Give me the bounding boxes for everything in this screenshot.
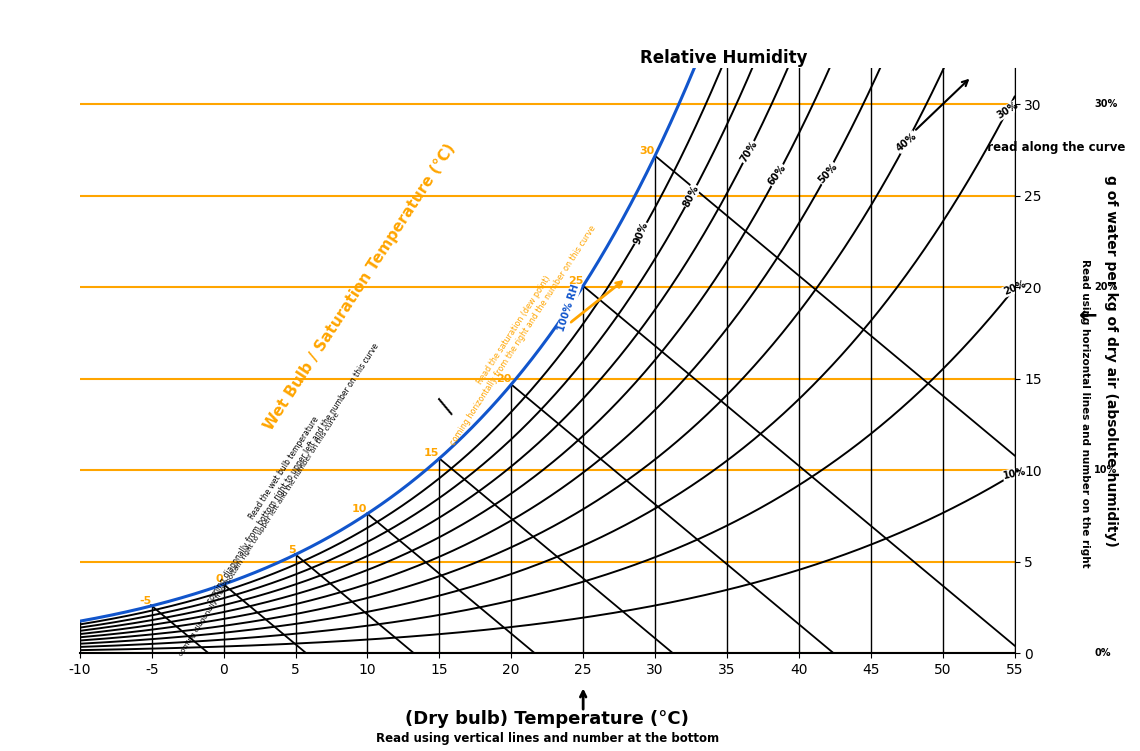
Text: Relative Humidity: Relative Humidity	[641, 49, 807, 67]
Text: g of water per kg of dry air (absolute humidity): g of water per kg of dry air (absolute h…	[1105, 174, 1118, 547]
Text: 10: 10	[352, 504, 367, 514]
Text: Read the saturation (dew point)
coming horizontally from the right and the numbe: Read the saturation (dew point) coming h…	[439, 219, 597, 448]
Text: 0: 0	[215, 575, 223, 584]
Text: 5: 5	[288, 544, 295, 554]
Text: Wet Bulb / Saturation Temperature (°C): Wet Bulb / Saturation Temperature (°C)	[262, 141, 458, 433]
Text: 50%: 50%	[816, 161, 839, 185]
Text: Read the wet bulb temperature
coming diagonally from bottom right to upper left : Read the wet bulb temperature coming dia…	[196, 336, 381, 605]
Text: 20%: 20%	[1094, 282, 1117, 292]
Text: -5: -5	[139, 596, 152, 606]
Text: 10%: 10%	[1002, 466, 1027, 481]
Text: coming diagonally from bottom right to upper left and the number on this curve: coming diagonally from bottom right to u…	[178, 412, 341, 657]
Text: 20%: 20%	[1002, 279, 1027, 297]
Text: 40%: 40%	[895, 131, 919, 153]
Text: Read using vertical lines and number at the bottom: Read using vertical lines and number at …	[376, 732, 718, 745]
Text: 80%: 80%	[682, 183, 701, 209]
Text: 20: 20	[496, 375, 511, 385]
Text: 15: 15	[424, 448, 439, 458]
Text: ←: ←	[1080, 306, 1098, 325]
Text: /: /	[434, 397, 459, 416]
Text: 10%: 10%	[1094, 466, 1117, 475]
Text: 0%: 0%	[1094, 648, 1110, 659]
Text: 30%: 30%	[995, 100, 1020, 121]
Text: 90%: 90%	[632, 221, 650, 246]
Text: 25: 25	[568, 276, 584, 286]
Text: 60%: 60%	[766, 163, 788, 188]
Text: 30: 30	[640, 146, 656, 155]
Text: read along the curve: read along the curve	[978, 141, 1125, 154]
Text: Read using horizontal lines and number on the right: Read using horizontal lines and number o…	[1081, 259, 1090, 567]
Text: 70%: 70%	[738, 140, 759, 164]
Text: 30%: 30%	[1094, 99, 1117, 109]
Text: (Dry bulb) Temperature (°C): (Dry bulb) Temperature (°C)	[405, 710, 690, 728]
Text: 100% RH: 100% RH	[556, 283, 581, 333]
